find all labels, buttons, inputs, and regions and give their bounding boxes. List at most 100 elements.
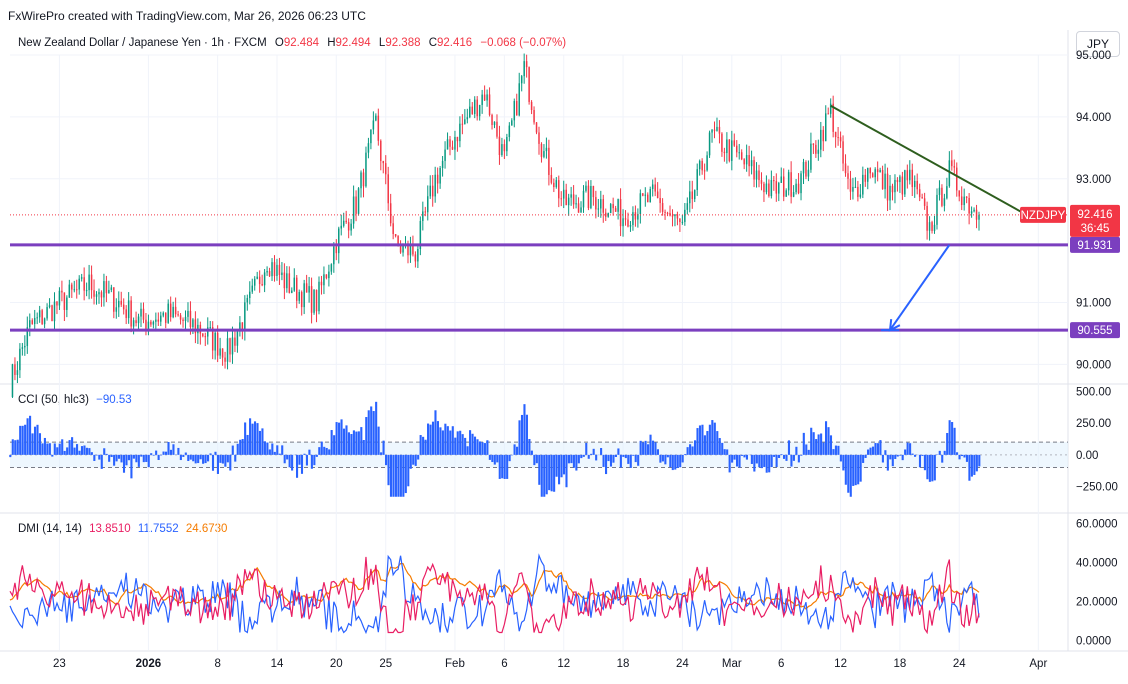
candle-body <box>481 94 483 105</box>
candle-body <box>147 321 150 329</box>
cci-bar <box>199 454 202 460</box>
candle-body <box>291 290 293 293</box>
candle-body <box>382 161 385 164</box>
candle-body <box>63 292 66 310</box>
candle-body <box>271 262 273 277</box>
cci-bar <box>320 441 323 455</box>
dmi-y-tick: 40.0000 <box>1076 558 1118 570</box>
cci-bar <box>538 454 541 485</box>
candle-body <box>345 220 347 223</box>
cci-bar <box>506 454 509 479</box>
cci-bar <box>46 443 49 455</box>
cci-bar <box>43 437 46 455</box>
cci-bar <box>921 454 924 456</box>
candle-body <box>602 199 605 213</box>
cci-bar <box>338 422 341 455</box>
cci-bar <box>266 442 269 455</box>
candle-body <box>909 169 911 181</box>
candle-body <box>387 174 389 204</box>
candle-body <box>88 274 90 291</box>
candle-body <box>90 274 93 291</box>
candle-body <box>706 155 708 171</box>
candle-body <box>278 264 281 275</box>
cci-bar <box>837 445 840 455</box>
candle-body <box>619 199 622 227</box>
cci-bar <box>236 443 239 455</box>
cci-bar <box>424 439 427 455</box>
candle-body <box>73 289 76 291</box>
candle-body <box>412 245 414 255</box>
candle-body <box>740 152 743 160</box>
cci-bar <box>189 454 192 460</box>
cci-bar <box>604 454 608 475</box>
cci-bar <box>918 454 922 468</box>
y-tick-label: 93.000 <box>1076 174 1111 186</box>
x-tick-label: 6 <box>501 658 507 670</box>
candle-body <box>852 186 854 192</box>
cci-bar <box>33 426 37 455</box>
cci-bar <box>483 443 486 455</box>
resistance-trendline <box>830 104 1029 217</box>
candle-body <box>881 170 884 190</box>
cci-bar <box>674 454 677 470</box>
candle-body <box>207 327 209 337</box>
candle-body <box>83 277 85 291</box>
cci-bar <box>80 446 84 455</box>
cci-bar <box>824 421 828 455</box>
candle-body <box>775 181 778 194</box>
candle-body <box>686 203 689 210</box>
cci-bar <box>609 454 613 467</box>
cci-bar <box>706 431 709 455</box>
candle-body <box>721 133 723 152</box>
support-level-price: 91.931 <box>1077 240 1112 252</box>
cci-bar <box>501 454 504 479</box>
candle-body <box>192 319 194 328</box>
close-value: 92.416 <box>437 37 473 49</box>
candle-body <box>115 307 118 312</box>
cci-bar <box>298 454 301 465</box>
cci-value: −90.53 <box>96 394 132 406</box>
cci-bar <box>350 434 353 455</box>
cci-bar <box>941 454 944 463</box>
candle-body <box>370 129 372 144</box>
candle-body <box>871 173 874 178</box>
cci-bar <box>852 454 855 486</box>
cci-bar <box>377 426 380 455</box>
last-price-label: 92.416 <box>1077 209 1112 221</box>
candle-body <box>100 292 103 298</box>
candle-body <box>787 172 790 191</box>
candle-body <box>308 286 310 293</box>
cci-bar <box>90 452 93 455</box>
candle-body <box>684 209 686 222</box>
candle-body <box>360 172 362 189</box>
candle-body <box>328 271 330 279</box>
cci-bar <box>414 454 417 466</box>
cci-bar <box>726 449 729 455</box>
cci-bar <box>857 454 860 485</box>
candle-body <box>891 185 894 193</box>
cci-bar <box>340 419 343 455</box>
candle-body <box>127 300 130 319</box>
candle-body <box>187 310 189 317</box>
candle-body <box>780 176 783 183</box>
candle-body <box>666 212 669 214</box>
candle-body <box>288 273 291 293</box>
candle-body <box>847 173 849 179</box>
cci-bar <box>740 454 744 456</box>
cci-bar <box>906 442 909 455</box>
cci-bar <box>29 415 32 455</box>
cci-bar <box>105 453 108 455</box>
candle-body <box>323 274 325 286</box>
cci-bar <box>407 454 410 487</box>
candle-body <box>797 183 800 194</box>
currency-button[interactable]: JPY <box>1076 31 1120 57</box>
candle-body <box>189 310 192 328</box>
low-value: 92.388 <box>385 37 421 49</box>
cci-bar <box>820 433 823 455</box>
cci-bar <box>587 454 590 459</box>
cci-bar <box>765 454 768 473</box>
candle-body <box>738 152 740 154</box>
candle-body <box>305 283 308 293</box>
cci-bar <box>834 445 837 455</box>
